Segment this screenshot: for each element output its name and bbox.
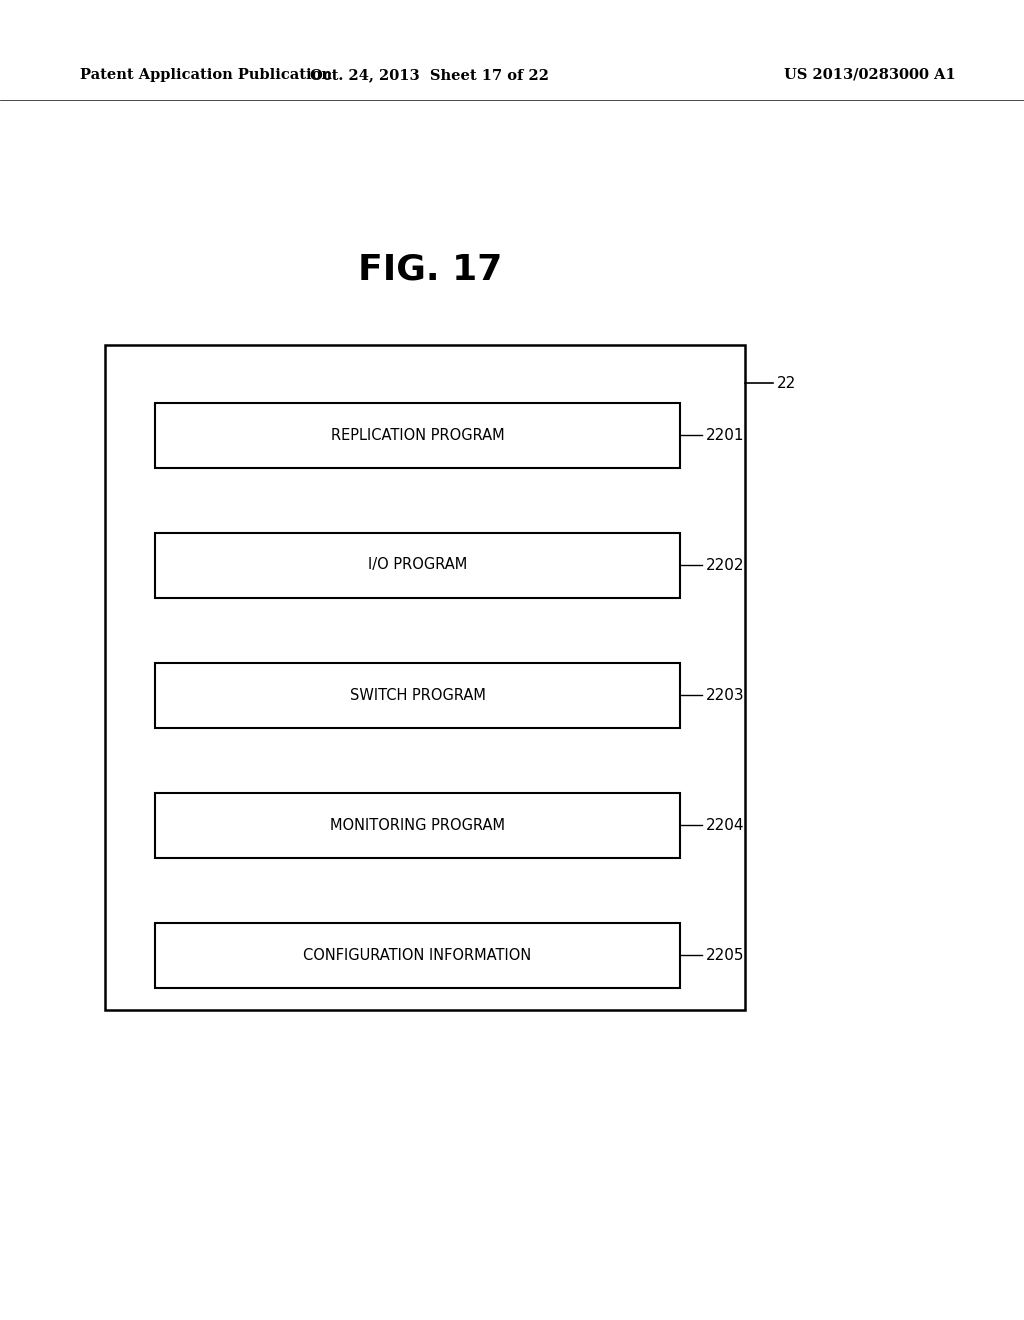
Text: SWITCH PROGRAM: SWITCH PROGRAM xyxy=(349,688,485,702)
Text: I/O PROGRAM: I/O PROGRAM xyxy=(368,557,467,573)
Bar xyxy=(155,532,680,598)
Text: 2202: 2202 xyxy=(706,557,744,573)
Text: Patent Application Publication: Patent Application Publication xyxy=(80,69,332,82)
Text: 2205: 2205 xyxy=(706,948,744,962)
Bar xyxy=(155,663,680,727)
Text: 2204: 2204 xyxy=(706,817,744,833)
Bar xyxy=(105,345,745,1010)
Text: FIG. 17: FIG. 17 xyxy=(357,253,502,286)
Bar xyxy=(155,923,680,987)
Bar xyxy=(155,403,680,467)
Text: 2203: 2203 xyxy=(706,688,744,702)
Text: CONFIGURATION INFORMATION: CONFIGURATION INFORMATION xyxy=(303,948,531,962)
Text: REPLICATION PROGRAM: REPLICATION PROGRAM xyxy=(331,428,504,442)
Text: US 2013/0283000 A1: US 2013/0283000 A1 xyxy=(784,69,955,82)
Text: 22: 22 xyxy=(777,375,797,391)
Text: 2201: 2201 xyxy=(706,428,744,442)
Text: Oct. 24, 2013  Sheet 17 of 22: Oct. 24, 2013 Sheet 17 of 22 xyxy=(310,69,550,82)
Bar xyxy=(155,792,680,858)
Text: MONITORING PROGRAM: MONITORING PROGRAM xyxy=(330,817,505,833)
